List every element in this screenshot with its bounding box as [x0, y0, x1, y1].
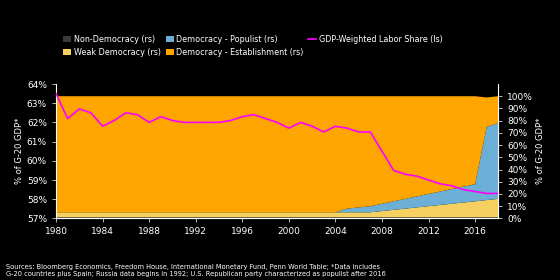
Text: Sources: Bloomberg Economics, Freedom House, International Monetary Fund, Penn W: Sources: Bloomberg Economics, Freedom Ho…	[6, 264, 385, 277]
Y-axis label: % of G-20 GDP*: % of G-20 GDP*	[15, 118, 24, 185]
Legend: Non-Democracy (rs), Weak Democracy (rs), Democracy - Populist (rs), Democracy - : Non-Democracy (rs), Weak Democracy (rs),…	[60, 32, 446, 60]
Y-axis label: % of G-20 GDP*: % of G-20 GDP*	[536, 118, 545, 185]
